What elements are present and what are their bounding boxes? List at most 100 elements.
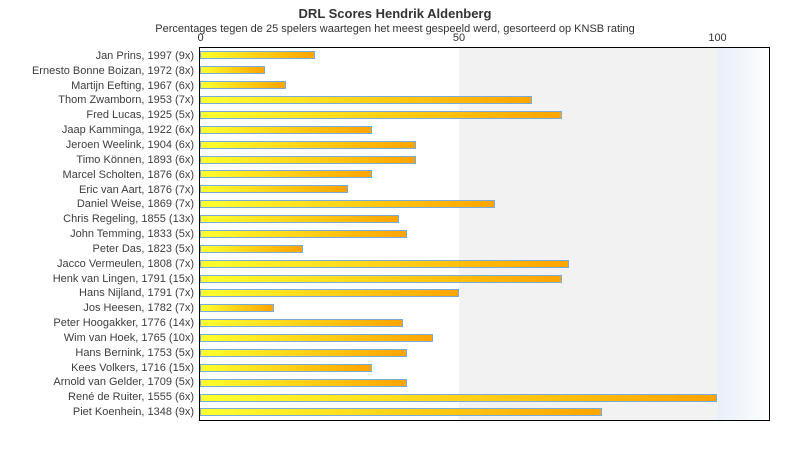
row-label: Fred Lucas, 1925 (5x) — [0, 108, 194, 123]
row-label-text: John Temming, 1833 (5x) — [70, 228, 194, 241]
row-label-text: Timo Können, 1893 (6x) — [76, 153, 194, 166]
category-labels: Jan Prins, 1997 (9x) Ernesto Bonne Boizan… — [0, 49, 194, 420]
row-label-text: Arnold van Gelder, 1709 (5x) — [53, 376, 194, 389]
bar — [200, 96, 533, 105]
bar-row — [200, 331, 769, 346]
row-label-text: René de Ruiter, 1555 (6x) — [68, 391, 194, 404]
bar — [200, 185, 348, 194]
bar — [200, 229, 407, 238]
bar — [200, 215, 400, 224]
bar-row — [200, 152, 769, 167]
row-label: Timo Können, 1893 (6x) — [0, 152, 194, 167]
row-label-text: Marcel Scholten, 1876 (6x) — [62, 168, 194, 181]
row-label-text: Wim van Hoek, 1765 (10x) — [63, 331, 194, 344]
bar-row — [200, 78, 769, 93]
row-label-text: Daniel Weise, 1869 (7x) — [76, 198, 194, 211]
band-50-100 — [458, 48, 718, 420]
row-label: Wim van Hoek, 1765 (10x) — [0, 331, 194, 346]
row-label-text: Jacco Vermeulen, 1808 (7x) — [57, 257, 194, 270]
row-label: Jeroen Weelink, 1904 (6x) — [0, 138, 194, 153]
bar-row — [200, 182, 769, 197]
row-label-text: Fred Lucas, 1925 (5x) — [86, 109, 194, 122]
bar-row — [200, 167, 769, 182]
row-label: Martijn Eefting, 1967 (6x) — [0, 78, 194, 93]
bar-row — [200, 122, 769, 137]
row-label-text: Henk van Lingen, 1791 (15x) — [52, 272, 194, 285]
bar-row — [200, 241, 769, 256]
row-label: Chris Regeling, 1855 (13x) — [0, 212, 194, 227]
row-label-text: Kees Volkers, 1716 (15x) — [71, 361, 194, 374]
x-axis-tick: 100 — [708, 32, 727, 44]
row-label: Hans Bernink, 1753 (5x) — [0, 345, 194, 360]
bar-row — [200, 390, 769, 405]
row-label: Daniel Weise, 1869 (7x) — [0, 197, 194, 212]
row-label-text: Ernesto Bonne Boizan, 1972 (8x) — [31, 64, 194, 77]
bar — [200, 408, 603, 417]
chart-title: DRL Scores Hendrik Aldenberg — [298, 6, 492, 21]
bar — [200, 274, 562, 283]
x-axis: 0 50 100 — [0, 32, 790, 46]
row-label: John Temming, 1833 (5x) — [0, 227, 194, 242]
row-label: Thom Zwamborn, 1953 (7x) — [0, 93, 194, 108]
row-label: Arnold van Gelder, 1709 (5x) — [0, 375, 194, 390]
bar — [200, 319, 404, 328]
row-label: Peter Das, 1823 (5x) — [0, 241, 195, 256]
row-label: Jos Heesen, 1782 (7x) — [0, 301, 194, 316]
bar — [200, 304, 274, 313]
row-label-text: Chris Regeling, 1855 (13x) — [63, 213, 194, 226]
row-label-text: Jos Heesen, 1782 (7x) — [83, 302, 194, 315]
bar — [200, 259, 570, 268]
bar-row — [200, 301, 769, 316]
row-label-text: Hans Nijland, 1791 (7x) — [79, 287, 194, 300]
bar-row — [200, 256, 769, 271]
row-label-text: Jan Prins, 1997 (9x) — [95, 49, 194, 62]
bar — [200, 170, 373, 179]
row-label: Henk van Lingen, 1791 (15x) — [0, 271, 194, 286]
bar-row — [200, 286, 769, 301]
bar-row — [200, 271, 769, 286]
bar — [200, 348, 407, 357]
row-label-text: Martijn Eefting, 1967 (6x) — [71, 79, 194, 92]
bar — [200, 378, 407, 387]
x-axis-tick: 50 — [452, 32, 466, 44]
bar — [200, 125, 373, 134]
bar-row — [200, 108, 769, 123]
row-label-text: Jeroen Weelink, 1904 (6x) — [65, 138, 194, 151]
row-label: Jaap Kamminga, 1922 (6x) — [0, 123, 194, 138]
row-label-text: Peter Das, 1823 (5x) — [92, 242, 195, 255]
bar-row — [200, 405, 769, 420]
bar-row — [200, 93, 769, 108]
bar — [200, 155, 416, 164]
bar — [200, 244, 304, 253]
row-label: Kees Volkers, 1716 (15x) — [0, 360, 194, 375]
band-over-100 — [717, 48, 769, 420]
bar-row — [200, 197, 769, 212]
row-label-text: Piet Koenhein, 1348 (9x) — [72, 406, 194, 419]
bar-row — [200, 375, 769, 390]
row-label: Hans Nijland, 1791 (7x) — [0, 286, 194, 301]
bar-row — [200, 48, 769, 63]
bar-rows — [200, 48, 769, 420]
bar-row — [200, 137, 769, 152]
row-label: Piet Koenhein, 1348 (9x) — [0, 405, 194, 420]
row-label: Peter Hoogakker, 1776 (14x) — [0, 316, 194, 331]
bar — [200, 393, 717, 402]
row-label-text: Hans Bernink, 1753 (5x) — [75, 346, 194, 359]
bar — [200, 334, 433, 343]
chart-subtitle: Percentages tegen de 25 spelers waartege… — [155, 23, 635, 35]
bar-row — [200, 212, 769, 227]
row-label: Jan Prins, 1997 (9x) — [0, 49, 194, 64]
row-label: René de Ruiter, 1555 (6x) — [0, 390, 194, 405]
row-label: Jacco Vermeulen, 1808 (7x) — [0, 256, 194, 271]
bar — [200, 51, 315, 60]
row-label: Eric van Aart, 1876 (7x) — [0, 182, 194, 197]
bar-row — [200, 316, 769, 331]
row-label-text: Peter Hoogakker, 1776 (14x) — [53, 317, 194, 330]
bar-row — [200, 227, 769, 242]
bar — [200, 110, 562, 119]
bar — [200, 289, 459, 298]
row-label: Marcel Scholten, 1876 (6x) — [0, 167, 194, 182]
row-label: Ernesto Bonne Boizan, 1972 (8x) — [0, 63, 194, 78]
bar-row — [200, 346, 769, 361]
